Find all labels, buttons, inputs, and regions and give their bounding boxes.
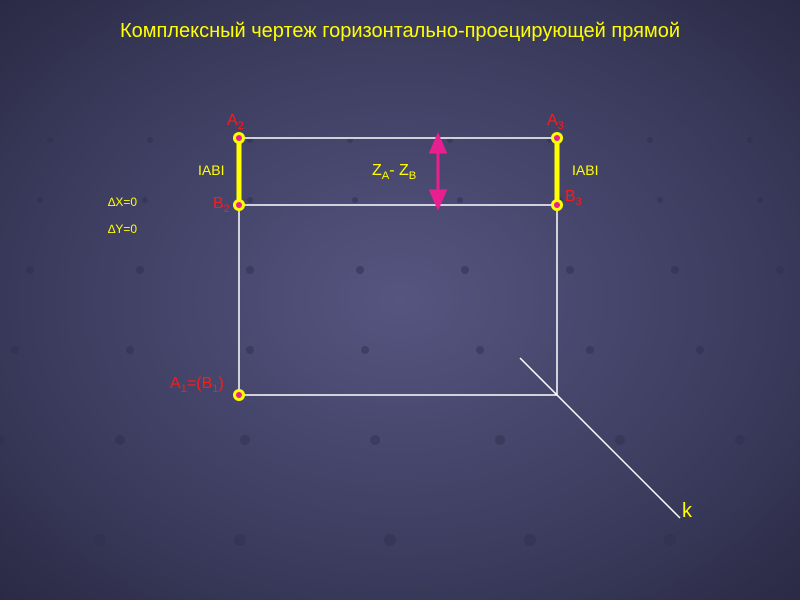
label-dx: ∆X=0: [108, 195, 137, 209]
marker-a2: [233, 132, 245, 144]
za-zb-arrow: [431, 136, 445, 207]
marker-a1b1: [233, 389, 245, 401]
label-a2: А2: [227, 112, 244, 132]
label-a3: А3: [547, 112, 564, 132]
projection-diagram: [0, 0, 800, 600]
marker-b3: [551, 199, 563, 211]
label-k: k: [682, 500, 692, 523]
label-za-zb: ZA- ZB: [372, 162, 416, 182]
label-iabi-left: IАВI: [198, 162, 224, 178]
label-b2: В2: [213, 195, 230, 215]
label-b3: В3: [565, 188, 582, 208]
label-dy: ∆Y=0: [108, 222, 137, 236]
label-a1b1: А1=(В1): [170, 375, 224, 395]
marker-a3: [551, 132, 563, 144]
diagram-title: Комплексный чертеж горизонтально-проецир…: [0, 20, 800, 43]
label-iabi-right: IАВI: [572, 162, 598, 178]
marker-b2: [233, 199, 245, 211]
k-line: [520, 358, 680, 518]
